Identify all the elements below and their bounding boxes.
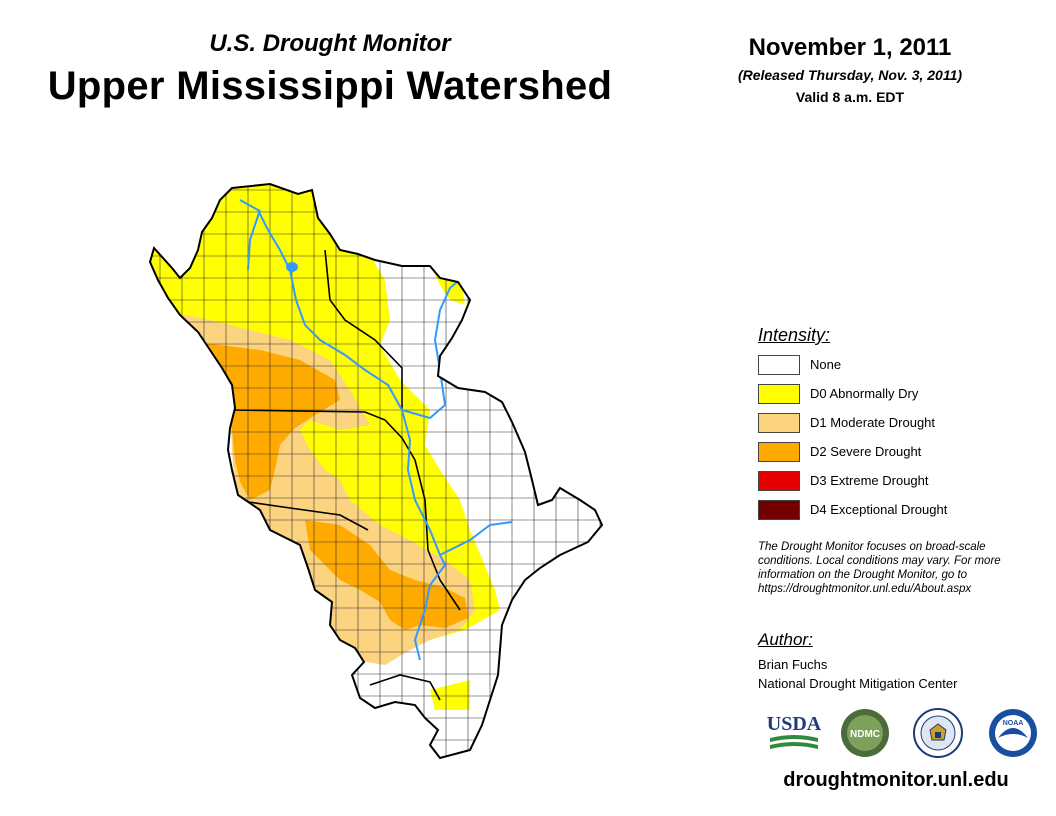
illinois-river [439, 521, 513, 556]
legend-swatch [758, 500, 800, 520]
legend-swatch [758, 471, 800, 491]
upper-tributary [247, 209, 261, 271]
state-borders [229, 249, 461, 701]
release-date: (Released Thursday, Nov. 3, 2011) [737, 67, 963, 83]
author-name: Brian Fuchs [758, 657, 828, 672]
author-org: National Drought Mitigation Center [758, 676, 958, 691]
legend-swatch [758, 384, 800, 404]
legend-label: D0 Abnormally Dry [810, 386, 919, 401]
drought-map [148, 182, 604, 760]
wisconsin-river [239, 199, 463, 420]
disclaimer-line: information on the Drought Monitor, go t… [758, 569, 968, 581]
legend-label: D4 Exceptional Drought [810, 502, 948, 517]
legend-label: D1 Moderate Drought [810, 415, 936, 430]
usda-logo-text: USDA [767, 713, 822, 735]
legend-heading: Intensity: [758, 325, 831, 345]
usda-logo: USDA [767, 713, 822, 749]
legend-swatch [758, 442, 800, 462]
valid-time: Valid 8 a.m. EDT [795, 89, 905, 105]
d0-region-south [430, 680, 470, 710]
disclaimer-line: conditions. Local conditions may vary. F… [758, 555, 1001, 567]
disclaimer-line: The Drought Monitor focuses on broad-sca… [758, 541, 986, 553]
noaa-logo-text: NOAA [1003, 720, 1024, 727]
rivers [239, 199, 513, 661]
disclaimer-link[interactable]: https://droughtmonitor.unl.edu/About.asp… [758, 583, 972, 595]
footer-url[interactable]: droughtmonitor.unl.edu [783, 769, 1009, 791]
author-heading: Author: [758, 630, 813, 649]
map-subtitle: U.S. Drought Monitor [209, 30, 451, 57]
legend-swatch [758, 413, 800, 433]
legend-label: None [810, 357, 842, 372]
lake [286, 262, 298, 272]
ndmc-logo-text: NDMC [850, 729, 880, 740]
disclaimer: The Drought Monitor focuses on broad-sca… [758, 540, 1048, 596]
basin-outline [148, 182, 604, 760]
map-title: Upper Mississippi Watershed [47, 64, 613, 108]
legend-label: D3 Extreme Drought [810, 473, 929, 488]
map-date: November 1, 2011 [748, 34, 952, 61]
noaa-logo: NOAA [989, 709, 1037, 757]
legend-swatch [758, 355, 800, 375]
commerce-seal [913, 708, 963, 758]
ndmc-logo: NDMC [841, 709, 889, 757]
legend-label: D2 Severe Drought [810, 444, 922, 459]
